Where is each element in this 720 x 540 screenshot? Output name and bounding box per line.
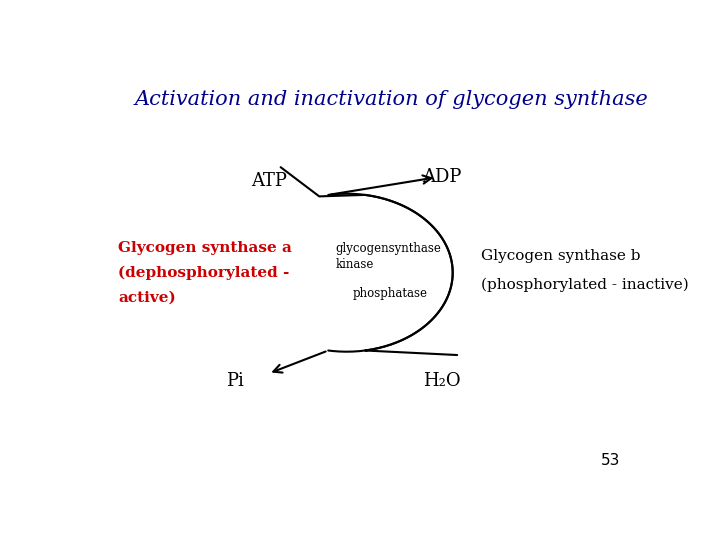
Text: Activation and inactivation of glycogen synthase: Activation and inactivation of glycogen … — [135, 90, 649, 109]
Text: glycogensynthase
kinase: glycogensynthase kinase — [336, 241, 441, 271]
Text: ATP: ATP — [251, 172, 287, 190]
Text: Glycogen synthase b: Glycogen synthase b — [481, 249, 640, 263]
Text: (dephosphorylated -: (dephosphorylated - — [118, 266, 289, 280]
Text: ADP: ADP — [422, 168, 462, 186]
Text: H₂O: H₂O — [423, 373, 460, 390]
Text: Pi: Pi — [226, 373, 244, 390]
Text: active): active) — [118, 291, 176, 305]
Text: Glycogen synthase a: Glycogen synthase a — [118, 241, 292, 255]
Text: 53: 53 — [600, 453, 620, 468]
Text: phosphatase: phosphatase — [352, 287, 427, 300]
Text: (phosphorylated - inactive): (phosphorylated - inactive) — [481, 278, 688, 292]
